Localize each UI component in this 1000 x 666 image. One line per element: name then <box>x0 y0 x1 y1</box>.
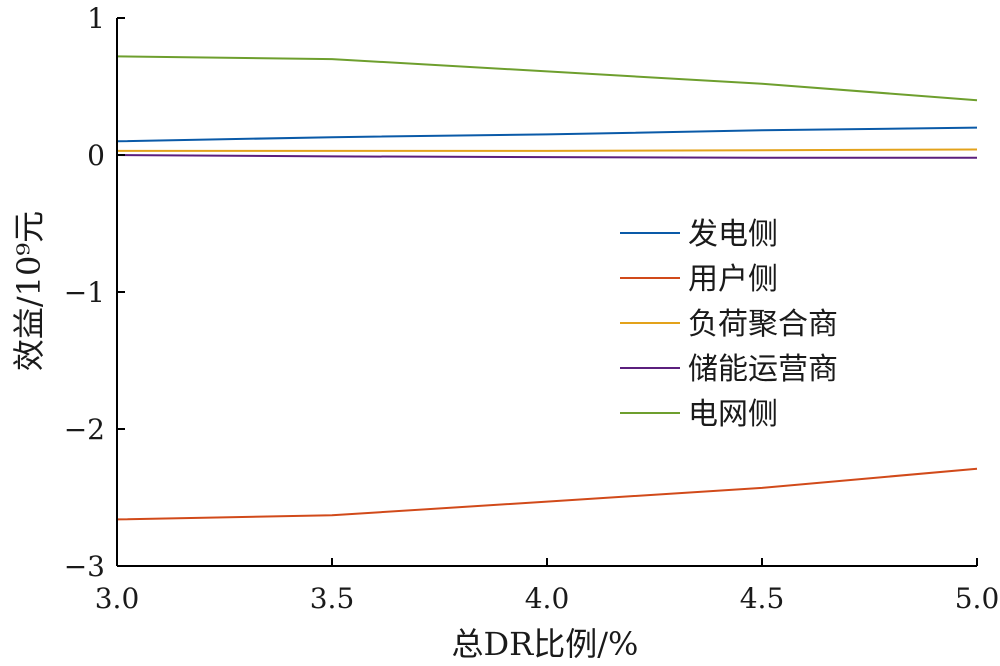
x-tick-label: 5.0 <box>955 582 1000 615</box>
y-axis-title: 效益/10⁹元 <box>10 211 48 371</box>
series-line-4 <box>116 154 977 159</box>
axes <box>116 17 978 567</box>
series-layer <box>116 55 978 521</box>
series-line-3 <box>117 148 978 152</box>
legend-label: 电网侧 <box>688 397 778 432</box>
legend-label: 负荷聚合商 <box>688 307 838 342</box>
legend-label: 发电侧 <box>688 217 778 252</box>
series-line-1 <box>116 126 978 143</box>
y-tick-label: −1 <box>64 276 105 309</box>
x-tick-label: 4.5 <box>740 582 785 615</box>
y-tick-label: 0 <box>87 139 105 172</box>
series-line-2 <box>116 467 978 521</box>
x-tick-label: 3.5 <box>310 582 355 615</box>
y-tick-label: −3 <box>64 550 105 583</box>
tick-labels: 1 0 −1 −2 −33.0 3.5 4.0 4.5 5.0 <box>64 2 1000 615</box>
y-tick-label: −2 <box>64 413 105 446</box>
series-line-5 <box>116 55 978 102</box>
legend-label: 储能运营商 <box>688 352 838 387</box>
legend-label: 用户侧 <box>688 262 778 297</box>
x-axis-title: 总DR比例/% <box>452 625 639 663</box>
x-tick-label: 3.0 <box>95 582 140 615</box>
x-tick-label: 4.0 <box>525 582 570 615</box>
y-tick-label: 1 <box>87 2 105 35</box>
